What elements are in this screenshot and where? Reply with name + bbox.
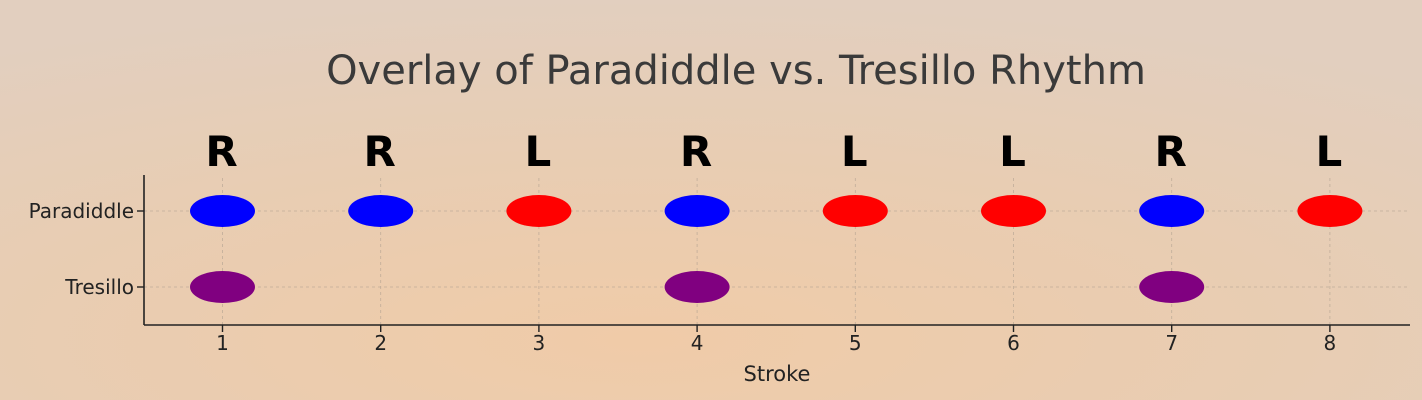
sticking-label: L: [1316, 127, 1343, 176]
x-tick-label: 1: [216, 331, 229, 355]
sticking-label: L: [841, 127, 868, 176]
data-point: [664, 195, 730, 227]
axes: [143, 175, 1410, 326]
data-point: [348, 195, 414, 227]
sticking-label: L: [999, 127, 1026, 176]
x-tick-label: 3: [533, 331, 546, 355]
sticking-label: R: [1155, 127, 1187, 176]
sticking-label: R: [680, 127, 712, 176]
data-point: [981, 195, 1046, 227]
sticking-label: L: [525, 127, 552, 176]
y-tick-label: Tresillo: [64, 275, 134, 299]
data-point: [190, 271, 255, 303]
x-tick-label: 4: [691, 331, 704, 355]
x-tick-label: 6: [1007, 331, 1020, 355]
data-point: [506, 195, 572, 227]
x-axis-label: Stroke: [744, 362, 811, 386]
data-point: [1139, 195, 1205, 227]
data-point: [822, 195, 888, 227]
x-tick-label: 2: [374, 331, 387, 355]
data-point: [1297, 195, 1363, 227]
x-tick-label: 8: [1324, 331, 1337, 355]
tick-labels: 1 2 3 4 5 6 7 8 Paradiddle Tresillo: [29, 199, 1337, 355]
data-point: [1139, 271, 1205, 303]
x-tick-label: 5: [849, 331, 862, 355]
sticking-label: R: [205, 127, 237, 176]
data-point: [190, 195, 255, 227]
data-points: [190, 195, 1363, 303]
sticking-label: R: [364, 127, 396, 176]
y-tick-label: Paradiddle: [29, 199, 134, 223]
chart-title: Overlay of Paradiddle vs. Tresillo Rhyth…: [326, 48, 1146, 94]
data-point: [664, 271, 730, 303]
x-tick-label: 7: [1165, 331, 1178, 355]
